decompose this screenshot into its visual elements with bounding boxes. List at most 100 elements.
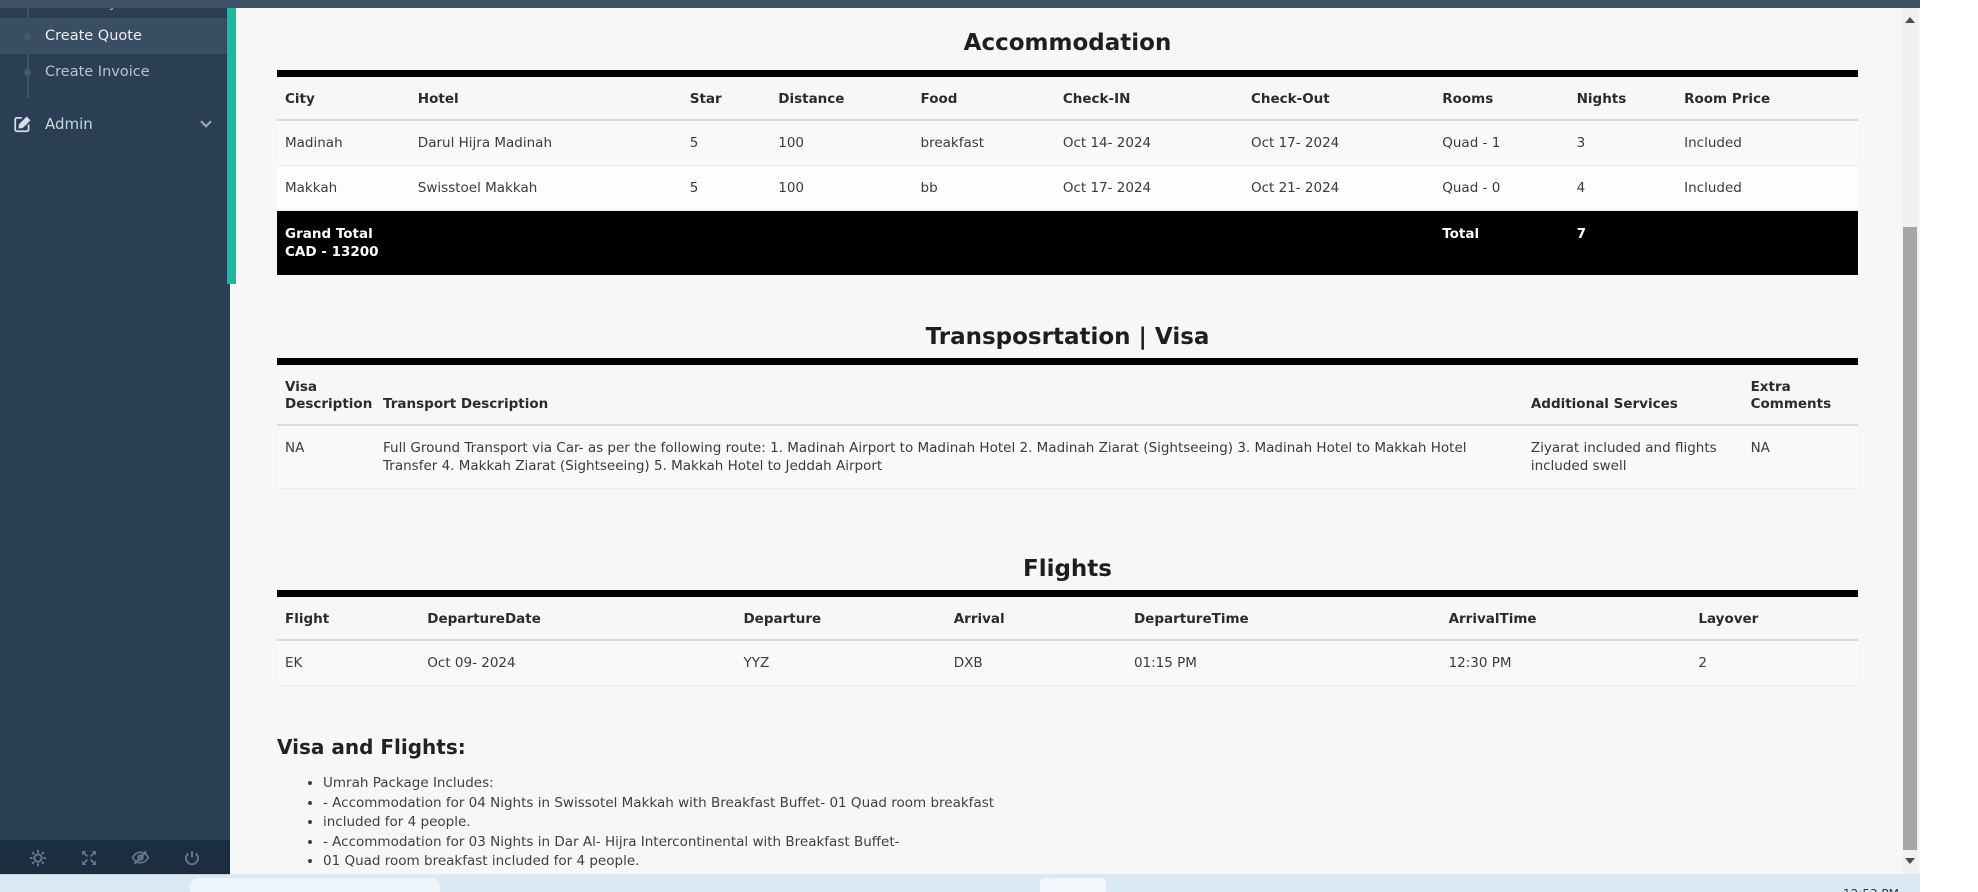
table-cell: Oct 17- 2024	[1250, 135, 1340, 151]
transport-visa-table: Visa Description Transport Description Add…	[277, 358, 1858, 489]
visa-and-flights-list: Umrah Package Includes:- Accommodation f…	[301, 774, 1858, 875]
table-cell: Oct 17- 2024	[1062, 180, 1152, 196]
bullet-item: - Accommodation for 03 Nights in Dar Al-…	[323, 833, 1858, 853]
column-header: Star	[689, 91, 722, 107]
sidebar-item-label: Create Quote	[45, 28, 142, 44]
sidebar-item-label: Admin	[45, 115, 93, 133]
table-row: EK Oct 09- 2024 YYZ DXB 01:15 PM 12:30 PM 2	[277, 640, 1858, 686]
table-cell: Madinah	[285, 135, 343, 151]
edit-pencil-icon	[13, 114, 33, 138]
column-header: Check-IN	[1062, 91, 1131, 107]
column-header: Nights	[1576, 91, 1627, 107]
column-header: Visa Description	[285, 379, 373, 412]
column-header: Flight	[285, 611, 330, 627]
fullscreen-expand-icon[interactable]	[80, 849, 98, 867]
timeline-dot	[24, 32, 31, 40]
power-icon[interactable]	[183, 849, 201, 867]
grand-total-cell	[1676, 210, 1858, 275]
table-cell: 5	[689, 180, 699, 196]
table-cell: 100	[778, 180, 805, 196]
column-header: Check-Out	[1250, 91, 1330, 107]
vertical-scrollbar[interactable]	[1902, 8, 1918, 875]
taskbar-clock: 12:53 PM	[1843, 887, 1899, 892]
column-header: Room Price	[1684, 91, 1771, 107]
grand-total-cell	[1054, 210, 1243, 275]
column-header: Hotel	[417, 91, 459, 107]
os-taskbar-strip[interactable]: 12:53 PM	[0, 874, 1920, 892]
table-cell: Ziyarat included and flights included sw…	[1530, 440, 1717, 474]
bullet-item: - Tourist visa(s) with Medical Insurance…	[323, 872, 1858, 876]
window-top-strip	[0, 0, 1920, 8]
column-header: Rooms	[1442, 91, 1494, 107]
table-cell: Oct 21- 2024	[1250, 180, 1340, 196]
column-header: Transport Description	[383, 396, 549, 412]
grand-total-cell	[681, 210, 771, 275]
header-row: Visa Description Transport Description Add…	[277, 362, 1858, 425]
table-cell: 3	[1576, 135, 1586, 151]
table-cell: 100	[778, 135, 805, 151]
column-header: Additional Services	[1530, 396, 1678, 412]
table-cell: Quad - 0	[1442, 180, 1501, 196]
bullet-item: included for 4 people.	[323, 813, 1858, 833]
flights-title: Flights	[1022, 556, 1112, 582]
app-window: Client Payments Create Quote Create Invo…	[0, 0, 1920, 892]
sidebar: Client Payments Create Quote Create Invo…	[0, 0, 230, 875]
eye-slash-icon[interactable]	[131, 848, 150, 867]
table-cell: Quad - 1	[1442, 135, 1501, 151]
accommodation-title: Accommodation	[963, 30, 1172, 56]
scroll-up-arrow[interactable]	[1902, 12, 1918, 28]
column-header: Distance	[778, 91, 845, 107]
table-cell: NA	[1750, 440, 1770, 456]
column-header: Extra Comments	[1750, 379, 1832, 412]
table-cell: Included	[1684, 135, 1742, 151]
table-cell: 4	[1576, 180, 1586, 196]
table-cell: Swisstoel Makkah	[417, 180, 538, 196]
settings-gear-icon[interactable]	[29, 849, 47, 867]
taskbar-pill[interactable]	[190, 878, 440, 892]
table-cell: 5	[689, 135, 699, 151]
table-cell: bb	[920, 180, 938, 196]
grand-total-cell: Total	[1434, 210, 1569, 275]
scroll-down-arrow[interactable]	[1902, 853, 1918, 869]
table-cell: EK	[285, 655, 303, 671]
table-row: Makkah Swisstoel Makkah 5 100 bb Oct 17- 2024…	[277, 165, 1858, 211]
table-cell: DXB	[953, 655, 983, 671]
grand-total-cell: 7	[1568, 210, 1677, 275]
header-row: City Hotel Star Distance Food Check-IN Check-O…	[277, 74, 1858, 120]
flights-table: Flight DepartureDate Departure Arrival Depar…	[277, 590, 1858, 686]
sidebar-item-create-invoice[interactable]: Create Invoice	[0, 54, 230, 90]
bullet-item: Umrah Package Includes:	[323, 774, 1858, 794]
column-header: Food	[920, 91, 958, 107]
grand-total-row: Grand Total CAD - 13200 Total 7	[277, 210, 1858, 275]
table-cell: Included	[1684, 180, 1742, 196]
visa-and-flights-heading: Visa and Flights:	[277, 735, 466, 759]
column-header: DepartureDate	[427, 611, 541, 627]
table-cell: 2	[1698, 655, 1707, 671]
table-cell: YYZ	[743, 655, 770, 671]
table-cell: Darul Hijra Madinah	[417, 135, 553, 151]
sidebar-item-admin[interactable]: Admin	[0, 104, 230, 144]
chevron-down-icon	[198, 116, 214, 136]
table-cell: 01:15 PM	[1133, 655, 1197, 671]
column-header: Departure	[743, 611, 822, 627]
scrollbar-thumb[interactable]	[1903, 227, 1917, 850]
timeline-dot	[24, 68, 31, 76]
grand-total-cell: Grand Total CAD - 13200	[277, 210, 410, 275]
table-cell: Oct 09- 2024	[427, 655, 516, 671]
bullet-item: 01 Quad room breakfast included for 4 pe…	[323, 852, 1858, 872]
grand-total-cell	[770, 210, 913, 275]
column-header: City	[285, 91, 315, 107]
taskbar-pill[interactable]	[1040, 878, 1106, 892]
sidebar-item-create-quote[interactable]: Create Quote	[0, 18, 230, 54]
table-cell: Makkah	[285, 180, 338, 196]
table-cell: 12:30 PM	[1448, 655, 1512, 671]
bullet-item: - Accommodation for 04 Nights in Swissot…	[323, 794, 1858, 814]
column-header: Arrival	[953, 611, 1005, 627]
table-cell: NA	[285, 440, 305, 456]
table-row: NA Full Ground Transport via Car- as per …	[277, 425, 1858, 489]
column-header: Layover	[1698, 611, 1759, 627]
sidebar-footer	[0, 840, 230, 875]
sidebar-accent-scrollbar[interactable]	[227, 8, 236, 284]
header-row: Flight DepartureDate Departure Arrival Depar…	[277, 594, 1858, 640]
